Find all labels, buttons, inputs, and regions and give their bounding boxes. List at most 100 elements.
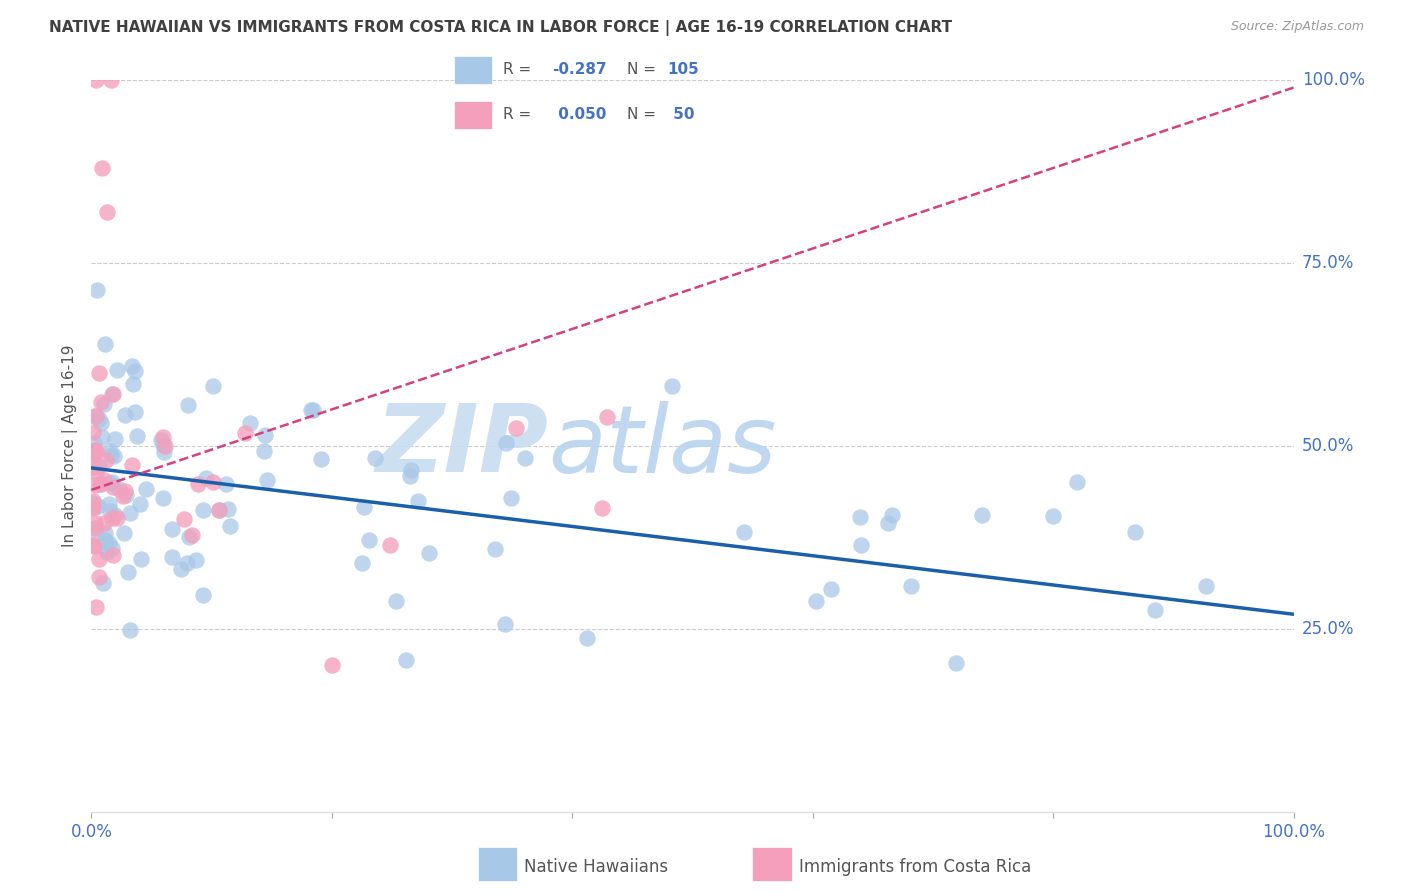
Text: atlas: atlas: [548, 401, 776, 491]
Point: [82, 538, 104, 552]
Point: [124, 405, 146, 419]
Point: [101, 387, 124, 401]
Point: [1143, 602, 1166, 616]
Point: [114, 408, 136, 422]
Point: [83, 436, 105, 450]
Point: [882, 508, 904, 523]
Point: [105, 363, 128, 377]
Point: [195, 471, 218, 485]
Point: [117, 565, 139, 579]
Point: [100, 73, 122, 87]
FancyBboxPatch shape: [454, 56, 492, 84]
Point: [201, 379, 224, 393]
Point: [254, 428, 277, 442]
Point: [100, 448, 122, 462]
Point: [900, 579, 922, 593]
Point: [302, 403, 325, 417]
Point: [87, 499, 110, 513]
Text: 0.050: 0.050: [553, 107, 606, 122]
Point: [101, 541, 124, 555]
Point: [122, 376, 145, 391]
Point: [804, 594, 827, 608]
Point: [100, 511, 122, 525]
Point: [129, 552, 152, 566]
Point: [98, 476, 121, 491]
Point: [256, 474, 278, 488]
Point: [104, 508, 127, 522]
Point: [385, 594, 408, 608]
Text: Immigrants from Costa Rica: Immigrants from Costa Rica: [799, 858, 1031, 876]
Point: [82, 500, 104, 514]
Point: [84, 521, 107, 535]
Point: [733, 524, 755, 539]
Point: [378, 538, 401, 552]
Text: N =: N =: [627, 62, 655, 78]
Point: [90, 417, 112, 431]
Point: [84, 73, 107, 87]
Point: [103, 449, 125, 463]
Point: [972, 508, 994, 523]
Point: [184, 553, 207, 567]
Point: [96, 545, 118, 559]
Point: [83, 409, 105, 423]
Point: [1195, 579, 1218, 593]
Point: [160, 522, 183, 536]
Text: 100.0%: 100.0%: [1302, 71, 1365, 89]
Point: [125, 429, 148, 443]
Point: [208, 503, 231, 517]
Point: [105, 510, 128, 524]
Point: [84, 445, 107, 459]
Point: [93, 473, 115, 487]
Text: R =: R =: [503, 62, 531, 78]
Point: [239, 416, 262, 430]
Point: [98, 503, 121, 517]
Point: [108, 482, 131, 496]
Point: [191, 503, 214, 517]
Point: [87, 552, 110, 566]
Point: [96, 205, 118, 219]
Point: [495, 436, 517, 450]
Text: N =: N =: [627, 107, 655, 122]
Point: [101, 387, 124, 401]
Text: 75.0%: 75.0%: [1302, 254, 1354, 272]
Point: [82, 501, 104, 516]
Point: [91, 161, 114, 175]
Point: [94, 453, 117, 467]
Point: [155, 439, 177, 453]
Point: [84, 465, 107, 479]
Text: 50: 50: [668, 107, 695, 122]
Text: Native Hawaiians: Native Hawaiians: [524, 858, 669, 876]
Point: [84, 409, 107, 423]
Point: [187, 477, 209, 491]
Point: [97, 536, 120, 550]
Point: [98, 497, 121, 511]
Point: [661, 379, 683, 393]
Point: [84, 526, 107, 541]
Point: [849, 538, 872, 552]
Point: [90, 430, 112, 444]
Point: [118, 506, 141, 520]
Point: [90, 477, 112, 491]
Point: [100, 475, 122, 490]
Point: [135, 482, 157, 496]
Point: [191, 588, 214, 602]
Point: [596, 410, 619, 425]
Point: [152, 430, 174, 444]
Text: R =: R =: [503, 107, 531, 122]
Point: [311, 452, 333, 467]
Point: [121, 359, 143, 373]
Text: NATIVE HAWAIIAN VS IMMIGRANTS FROM COSTA RICA IN LABOR FORCE | AGE 16-19 CORRELA: NATIVE HAWAIIAN VS IMMIGRANTS FROM COSTA…: [49, 20, 952, 36]
Point: [877, 516, 900, 530]
Point: [945, 656, 967, 670]
Point: [90, 395, 112, 409]
Point: [173, 512, 195, 526]
Point: [112, 526, 135, 541]
Point: [83, 516, 105, 530]
Point: [84, 599, 107, 614]
FancyBboxPatch shape: [454, 101, 492, 129]
Point: [217, 502, 239, 516]
Point: [208, 502, 231, 516]
Text: -0.287: -0.287: [553, 62, 607, 78]
Point: [118, 624, 141, 638]
Point: [82, 460, 104, 475]
